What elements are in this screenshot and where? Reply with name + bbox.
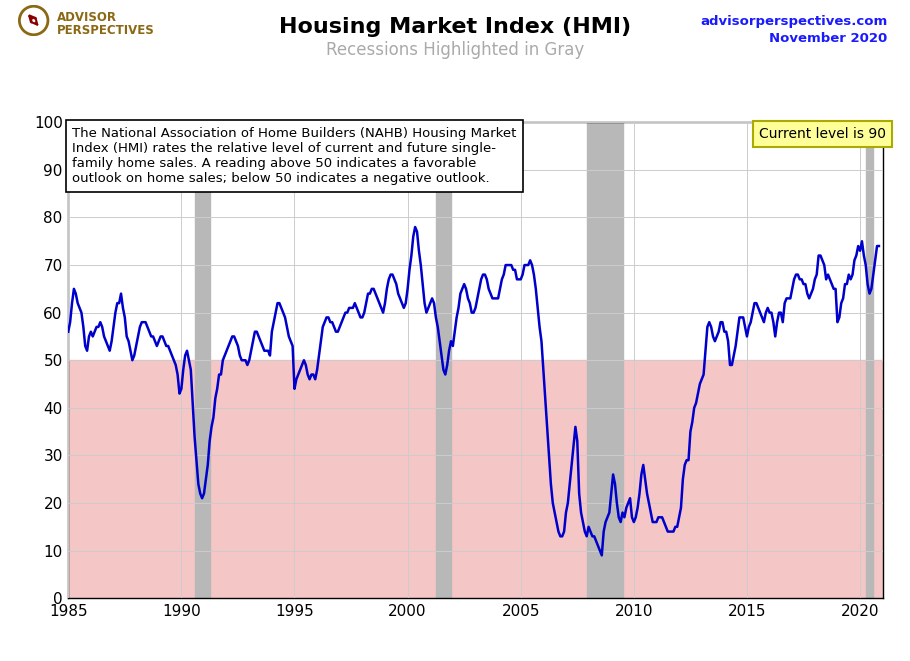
Text: Housing Market Index (HMI): Housing Market Index (HMI) bbox=[279, 17, 631, 36]
Text: November 2020: November 2020 bbox=[769, 32, 887, 45]
Bar bbox=[587, 122, 622, 598]
Text: The National Association of Home Builders (NAHB) Housing Market
Index (HMI) rate: The National Association of Home Builder… bbox=[72, 127, 517, 185]
Bar bbox=[865, 122, 874, 598]
Bar bbox=[436, 122, 451, 598]
Text: ADVISOR: ADVISOR bbox=[57, 11, 117, 24]
Bar bbox=[195, 122, 209, 598]
Text: PERSPECTIVES: PERSPECTIVES bbox=[57, 24, 155, 38]
Text: Recessions Highlighted in Gray: Recessions Highlighted in Gray bbox=[326, 41, 584, 59]
Text: Current level is 90: Current level is 90 bbox=[759, 127, 886, 141]
Text: advisorperspectives.com: advisorperspectives.com bbox=[700, 15, 887, 28]
